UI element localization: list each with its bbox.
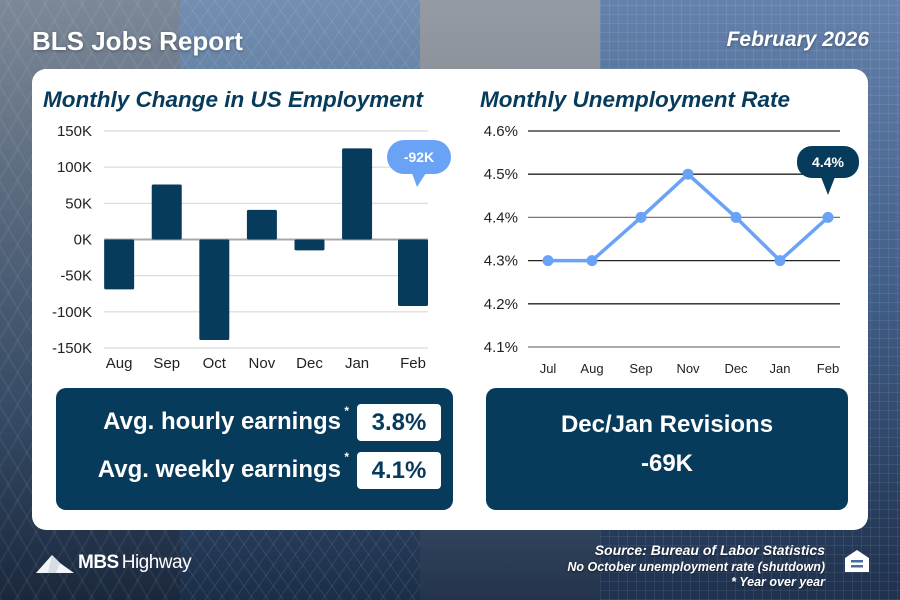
weekly-earnings-footnote-marker: *	[344, 450, 349, 464]
bar-y-tick-label: 50K	[65, 195, 92, 212]
point-jul	[542, 255, 554, 267]
feb-rate-callout: 4.4%	[797, 146, 859, 195]
mbs-highway-logo: MBS Highway	[36, 552, 192, 574]
source-text: Source: Bureau of Labor Statistics	[594, 542, 825, 558]
point-feb	[822, 211, 834, 223]
bar-y-tick-label: -50K	[60, 268, 92, 285]
report-title: BLS Jobs Report	[32, 26, 243, 56]
line-y-tick-label: 4.5%	[484, 166, 518, 183]
callout-pointer	[412, 173, 426, 187]
bar-oct	[199, 239, 230, 341]
line-x-tick-label: Dec	[724, 361, 748, 376]
employment-bar-chart: 150K 100K 50K 0K -50K -100K -150K Aug Sep Oct Nov D…	[52, 123, 451, 372]
unemployment-line-chart: 4.6% 4.5% 4.4% 4.3% 4.2% 4.1% Jul Aug Sep Nov Dec J…	[484, 123, 859, 376]
line-x-tick-label: Nov	[676, 361, 700, 376]
line-y-tick-label: 4.2%	[484, 296, 518, 313]
point-dec	[730, 211, 742, 223]
hourly-earnings-row: Avg. hourly earnings * 3.8%	[56, 404, 453, 442]
bar-sep	[151, 184, 182, 240]
bar-x-tick-label: Dec	[296, 355, 323, 372]
bar-dec	[294, 239, 325, 251]
logo-text-bold: MBS	[78, 552, 119, 573]
callout-bubble	[387, 140, 451, 174]
callout-label: 4.4%	[812, 154, 844, 170]
weekly-earnings-row: Avg. weekly earnings * 4.1%	[56, 450, 453, 490]
revisions-box: Dec/Jan Revisions -69K	[486, 388, 848, 510]
line-x-tick-label: Sep	[629, 361, 652, 376]
bar-x-tick-label: Aug	[106, 355, 133, 372]
point-sep	[635, 211, 647, 223]
point-jan	[774, 255, 786, 267]
footer-notes: Source: Bureau of Labor Statistics No Oc…	[567, 542, 825, 591]
callout-pointer	[821, 177, 835, 195]
bar-x-tick-label: Oct	[203, 355, 227, 372]
bar-x-tick-label: Feb	[400, 355, 426, 372]
mountain-logo-icon	[36, 555, 74, 573]
line-y-tick-label: 4.4%	[484, 209, 518, 226]
line-x-tick-label: Aug	[580, 361, 603, 376]
revisions-title: Dec/Jan Revisions	[560, 411, 774, 438]
revisions-value: -69K	[640, 450, 694, 477]
bar-feb	[398, 239, 428, 307]
callout-bubble	[797, 146, 859, 178]
line-x-tick-label: Feb	[817, 361, 839, 376]
bar-y-tick-label: 0K	[74, 232, 92, 249]
bar-jan	[342, 148, 373, 240]
bar-y-tick-label: -100K	[52, 304, 92, 321]
unemployment-chart-title: Monthly Unemployment Rate	[480, 87, 791, 112]
line-y-tick-label: 4.6%	[484, 123, 518, 140]
callout-label: -92K	[404, 149, 434, 165]
weekly-earnings-value: 4.1%	[357, 452, 441, 489]
hourly-earnings-label: Avg. hourly earnings	[103, 408, 341, 435]
logo-text-light: Highway	[121, 552, 192, 573]
hourly-earnings-footnote-marker: *	[344, 404, 349, 418]
hourly-earnings-value: 3.8%	[357, 404, 441, 441]
line-x-tick-label: Jul	[540, 361, 557, 376]
bar-aug	[104, 239, 135, 290]
point-nov	[682, 168, 694, 180]
bar-y-tick-label: -150K	[52, 340, 92, 357]
line-y-tick-label: 4.3%	[484, 253, 518, 270]
bar-x-tick-label: Nov	[249, 355, 276, 372]
line-y-tick-label: 4.1%	[484, 339, 518, 356]
bar-x-tick-label: Sep	[153, 355, 180, 372]
bar-x-tick-label: Jan	[345, 355, 369, 372]
employment-chart-title: Monthly Change in US Employment	[43, 87, 424, 112]
shutdown-note: No October unemployment rate (shutdown)	[567, 559, 825, 574]
earnings-box: Avg. hourly earnings * 3.8% Avg. weekly …	[56, 388, 453, 510]
weekly-earnings-label: Avg. weekly earnings	[97, 456, 341, 483]
bar-nov	[246, 209, 277, 240]
point-aug	[586, 255, 598, 267]
bar-y-tick-label: 100K	[57, 159, 92, 176]
feb-callout: -92K	[387, 140, 451, 187]
equal-housing-icon	[845, 550, 869, 572]
report-date: February 2026	[726, 28, 869, 51]
bar-y-tick-label: 150K	[57, 123, 92, 140]
yoy-footnote: * Year over year	[731, 575, 825, 590]
line-x-tick-label: Jan	[770, 361, 791, 376]
